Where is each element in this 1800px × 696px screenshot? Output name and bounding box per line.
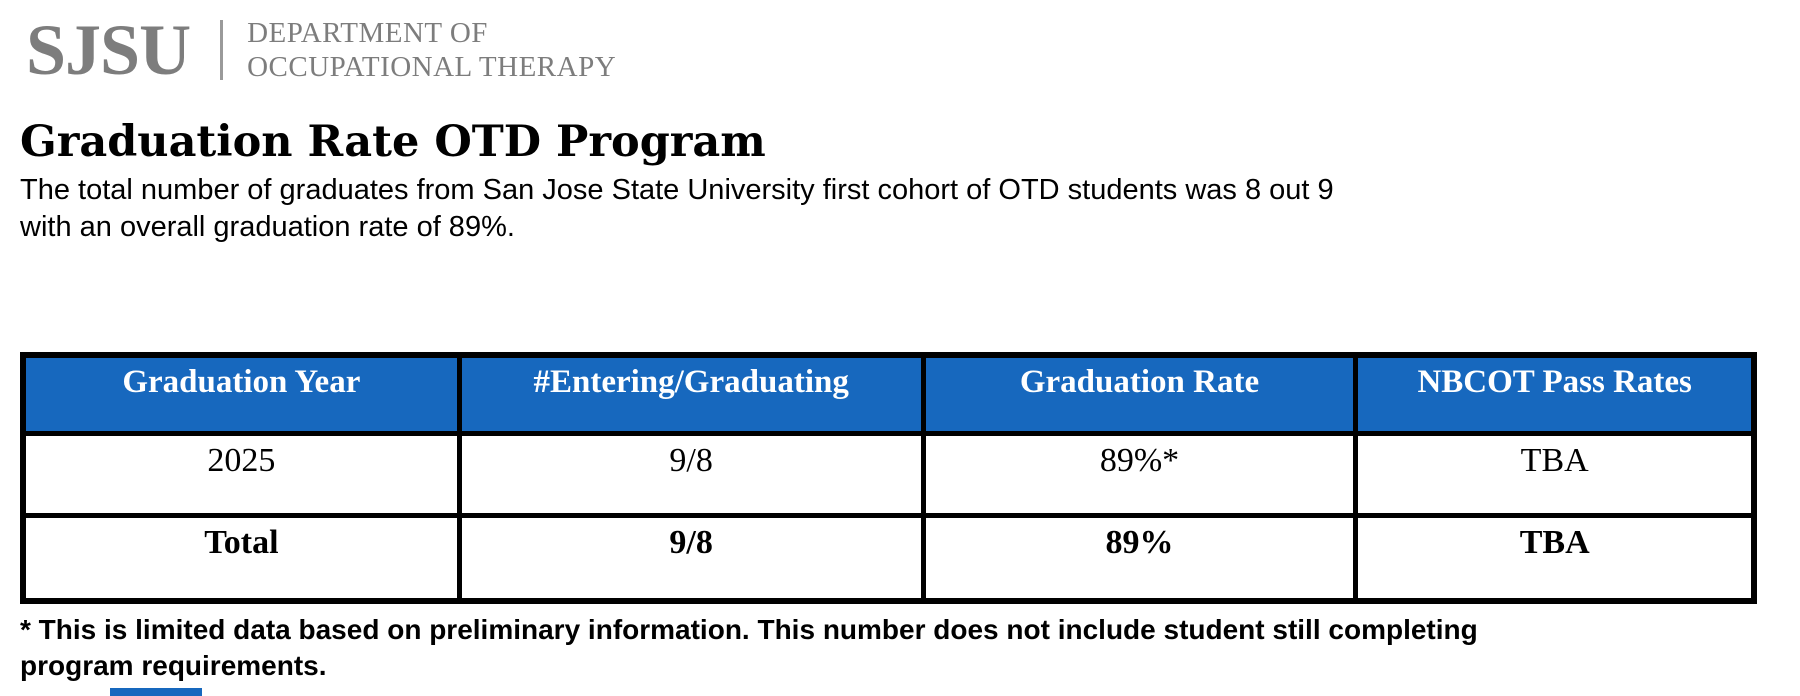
col-header-nbcot-pass-rates: NBCOT Pass Rates — [1353, 352, 1757, 436]
intro-line-1: The total number of graduates from San J… — [20, 174, 1334, 206]
sjsu-logo: SJSU DEPARTMENT OF OCCUPATIONAL THERAPY — [26, 10, 1780, 90]
logo-dept-line-2: OCCUPATIONAL THERAPY — [247, 51, 617, 83]
cell-year-2025: 2025 — [20, 430, 462, 518]
clipped-blue-bar — [110, 688, 202, 696]
cell-entering-graduating-total: 9/8 — [456, 512, 926, 604]
logo-divider — [220, 20, 224, 80]
page-title: Graduation Rate OTD Program — [20, 117, 766, 167]
logo-dept-name: DEPARTMENT OF OCCUPATIONAL THERAPY — [247, 16, 616, 84]
footnote-line-2: program requirements. — [20, 650, 327, 681]
logo-dept-line-1: DEPARTMENT OF — [247, 17, 488, 49]
cell-graduation-rate-2025: 89%* — [920, 430, 1359, 518]
cell-entering-graduating-2025: 9/8 — [456, 430, 926, 518]
cell-nbcot-2025: TBA — [1353, 430, 1757, 518]
intro-paragraph: The total number of graduates from San J… — [20, 172, 1780, 246]
footnote-line-1: * This is limited data based on prelimin… — [20, 614, 1478, 645]
col-header-entering-graduating: #Entering/Graduating — [456, 352, 926, 436]
cell-nbcot-total: TBA — [1353, 512, 1757, 604]
table-header-row: Graduation Year #Entering/Graduating Gra… — [20, 352, 1757, 436]
table-row-total: Total 9/8 89% TBA — [20, 512, 1757, 604]
intro-line-2: with an overall graduation rate of 89%. — [20, 211, 515, 243]
cell-total-label: Total — [20, 512, 462, 604]
col-header-graduation-year: Graduation Year — [20, 352, 462, 436]
footnote: * This is limited data based on prelimin… — [20, 612, 1780, 684]
cell-graduation-rate-total: 89% — [920, 512, 1359, 604]
logo-sjsu-text: SJSU — [26, 10, 191, 90]
table-row-2025: 2025 9/8 89%* TBA — [20, 430, 1757, 518]
graduation-rate-table: Graduation Year #Entering/Graduating Gra… — [20, 352, 1757, 604]
col-header-graduation-rate: Graduation Rate — [920, 352, 1359, 436]
